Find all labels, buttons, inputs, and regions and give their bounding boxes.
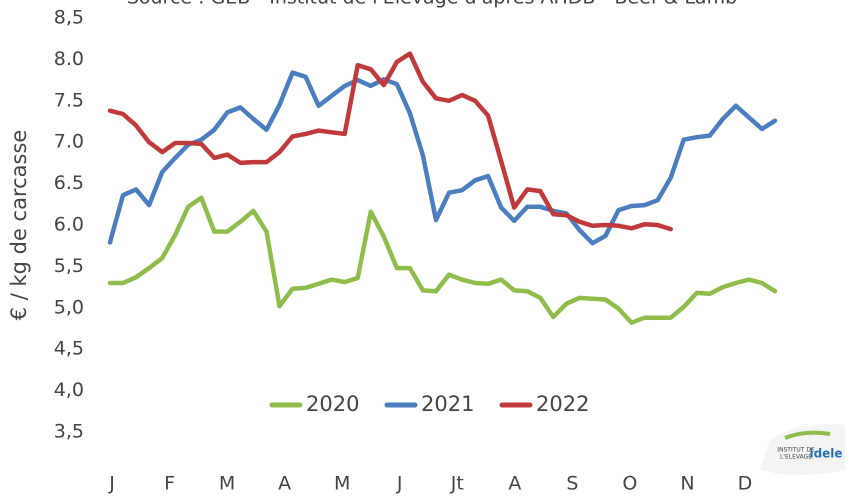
y-axis-label: € / kg de carcasse <box>7 130 31 321</box>
logo-text: INSTITUT DE <box>777 447 815 454</box>
x-tick-label: A <box>278 473 291 495</box>
legend-label: 2022 <box>536 392 589 416</box>
legend-label: 2021 <box>421 392 474 416</box>
y-tick-label: 3,5 <box>54 421 84 443</box>
y-tick-label: 7.0 <box>54 131 84 153</box>
logo-badge <box>760 424 845 475</box>
x-tick-label: M <box>219 473 235 495</box>
x-tick-label: F <box>164 473 175 495</box>
x-tick-label: M <box>334 473 350 495</box>
x-tick-label: J <box>396 473 403 495</box>
y-tick-label: 8.0 <box>54 48 84 70</box>
logo-text: L'ELEVAGE <box>780 454 812 461</box>
logo-text: idele <box>809 447 842 461</box>
x-tick-label: D <box>738 473 753 495</box>
x-tick-label: J <box>108 473 115 495</box>
series-line <box>107 195 778 325</box>
legend-label: 2020 <box>306 392 359 416</box>
y-tick-label: 6.5 <box>54 172 84 194</box>
y-tick-label: 5,0 <box>54 296 84 318</box>
x-tick-label: O <box>622 473 637 495</box>
series-line <box>107 70 778 246</box>
y-tick-label: 4,0 <box>54 379 84 401</box>
y-tick-label: 4,5 <box>54 338 84 360</box>
y-tick-label: 6.0 <box>54 214 84 236</box>
y-tick-label: 5,5 <box>54 255 84 277</box>
series-line <box>107 51 673 232</box>
y-tick-label: 7.5 <box>54 89 84 111</box>
x-tick-label: S <box>566 473 578 495</box>
logo: INSTITUT DE L'ELEVAGE idele <box>760 424 845 475</box>
x-tick-label: N <box>680 473 694 495</box>
y-tick-label: 8,5 <box>54 7 84 29</box>
x-tick-label: A <box>508 473 521 495</box>
logo-swoosh <box>784 430 831 440</box>
x-tick-label: Jt <box>450 473 464 495</box>
chart-title: Source : GEB - Institut de l'Elevage d'a… <box>127 0 737 9</box>
